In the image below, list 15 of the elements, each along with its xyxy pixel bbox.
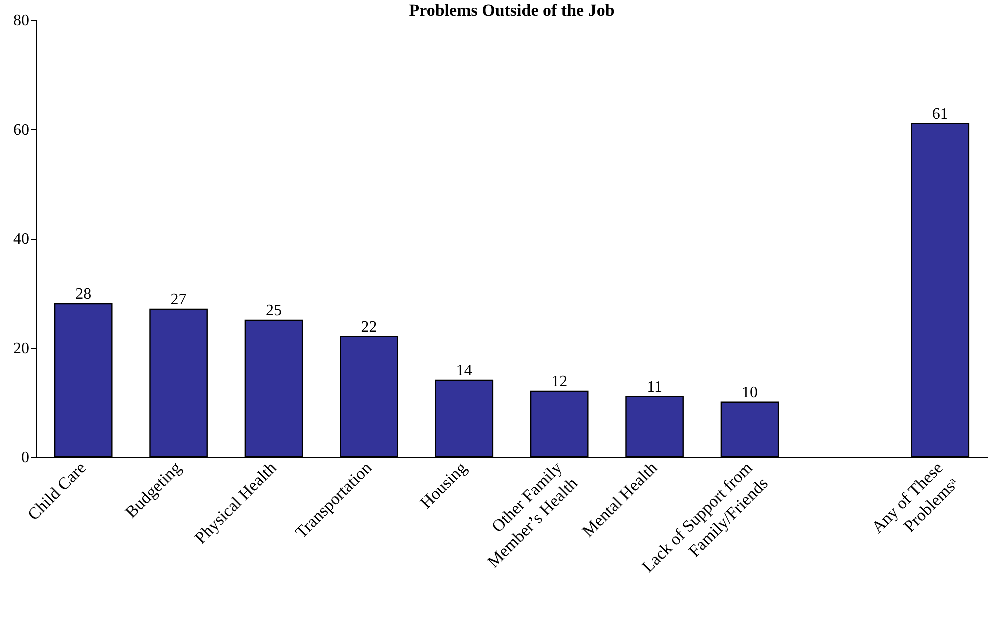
data-label: 11 <box>647 378 663 396</box>
y-tick-label: 0 <box>22 450 30 466</box>
y-tick-label: 60 <box>14 122 30 139</box>
data-label: 22 <box>361 318 378 336</box>
data-label: 61 <box>932 106 948 123</box>
data-label: 27 <box>170 292 187 309</box>
chart-title: Problems Outside of the Job <box>409 1 615 20</box>
y-tick-label: 40 <box>14 231 30 248</box>
data-label: 12 <box>552 373 568 390</box>
data-label: 25 <box>266 302 282 320</box>
data-label: 28 <box>76 286 92 304</box>
y-tick-label: 80 <box>14 12 30 30</box>
data-label: 10 <box>742 384 758 402</box>
data-label: 14 <box>456 362 472 380</box>
y-tick-label: 20 <box>14 340 30 358</box>
